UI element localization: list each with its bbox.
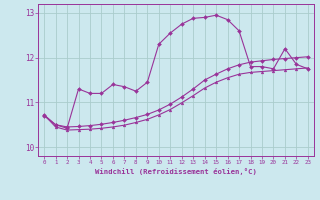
X-axis label: Windchill (Refroidissement éolien,°C): Windchill (Refroidissement éolien,°C) [95,168,257,175]
